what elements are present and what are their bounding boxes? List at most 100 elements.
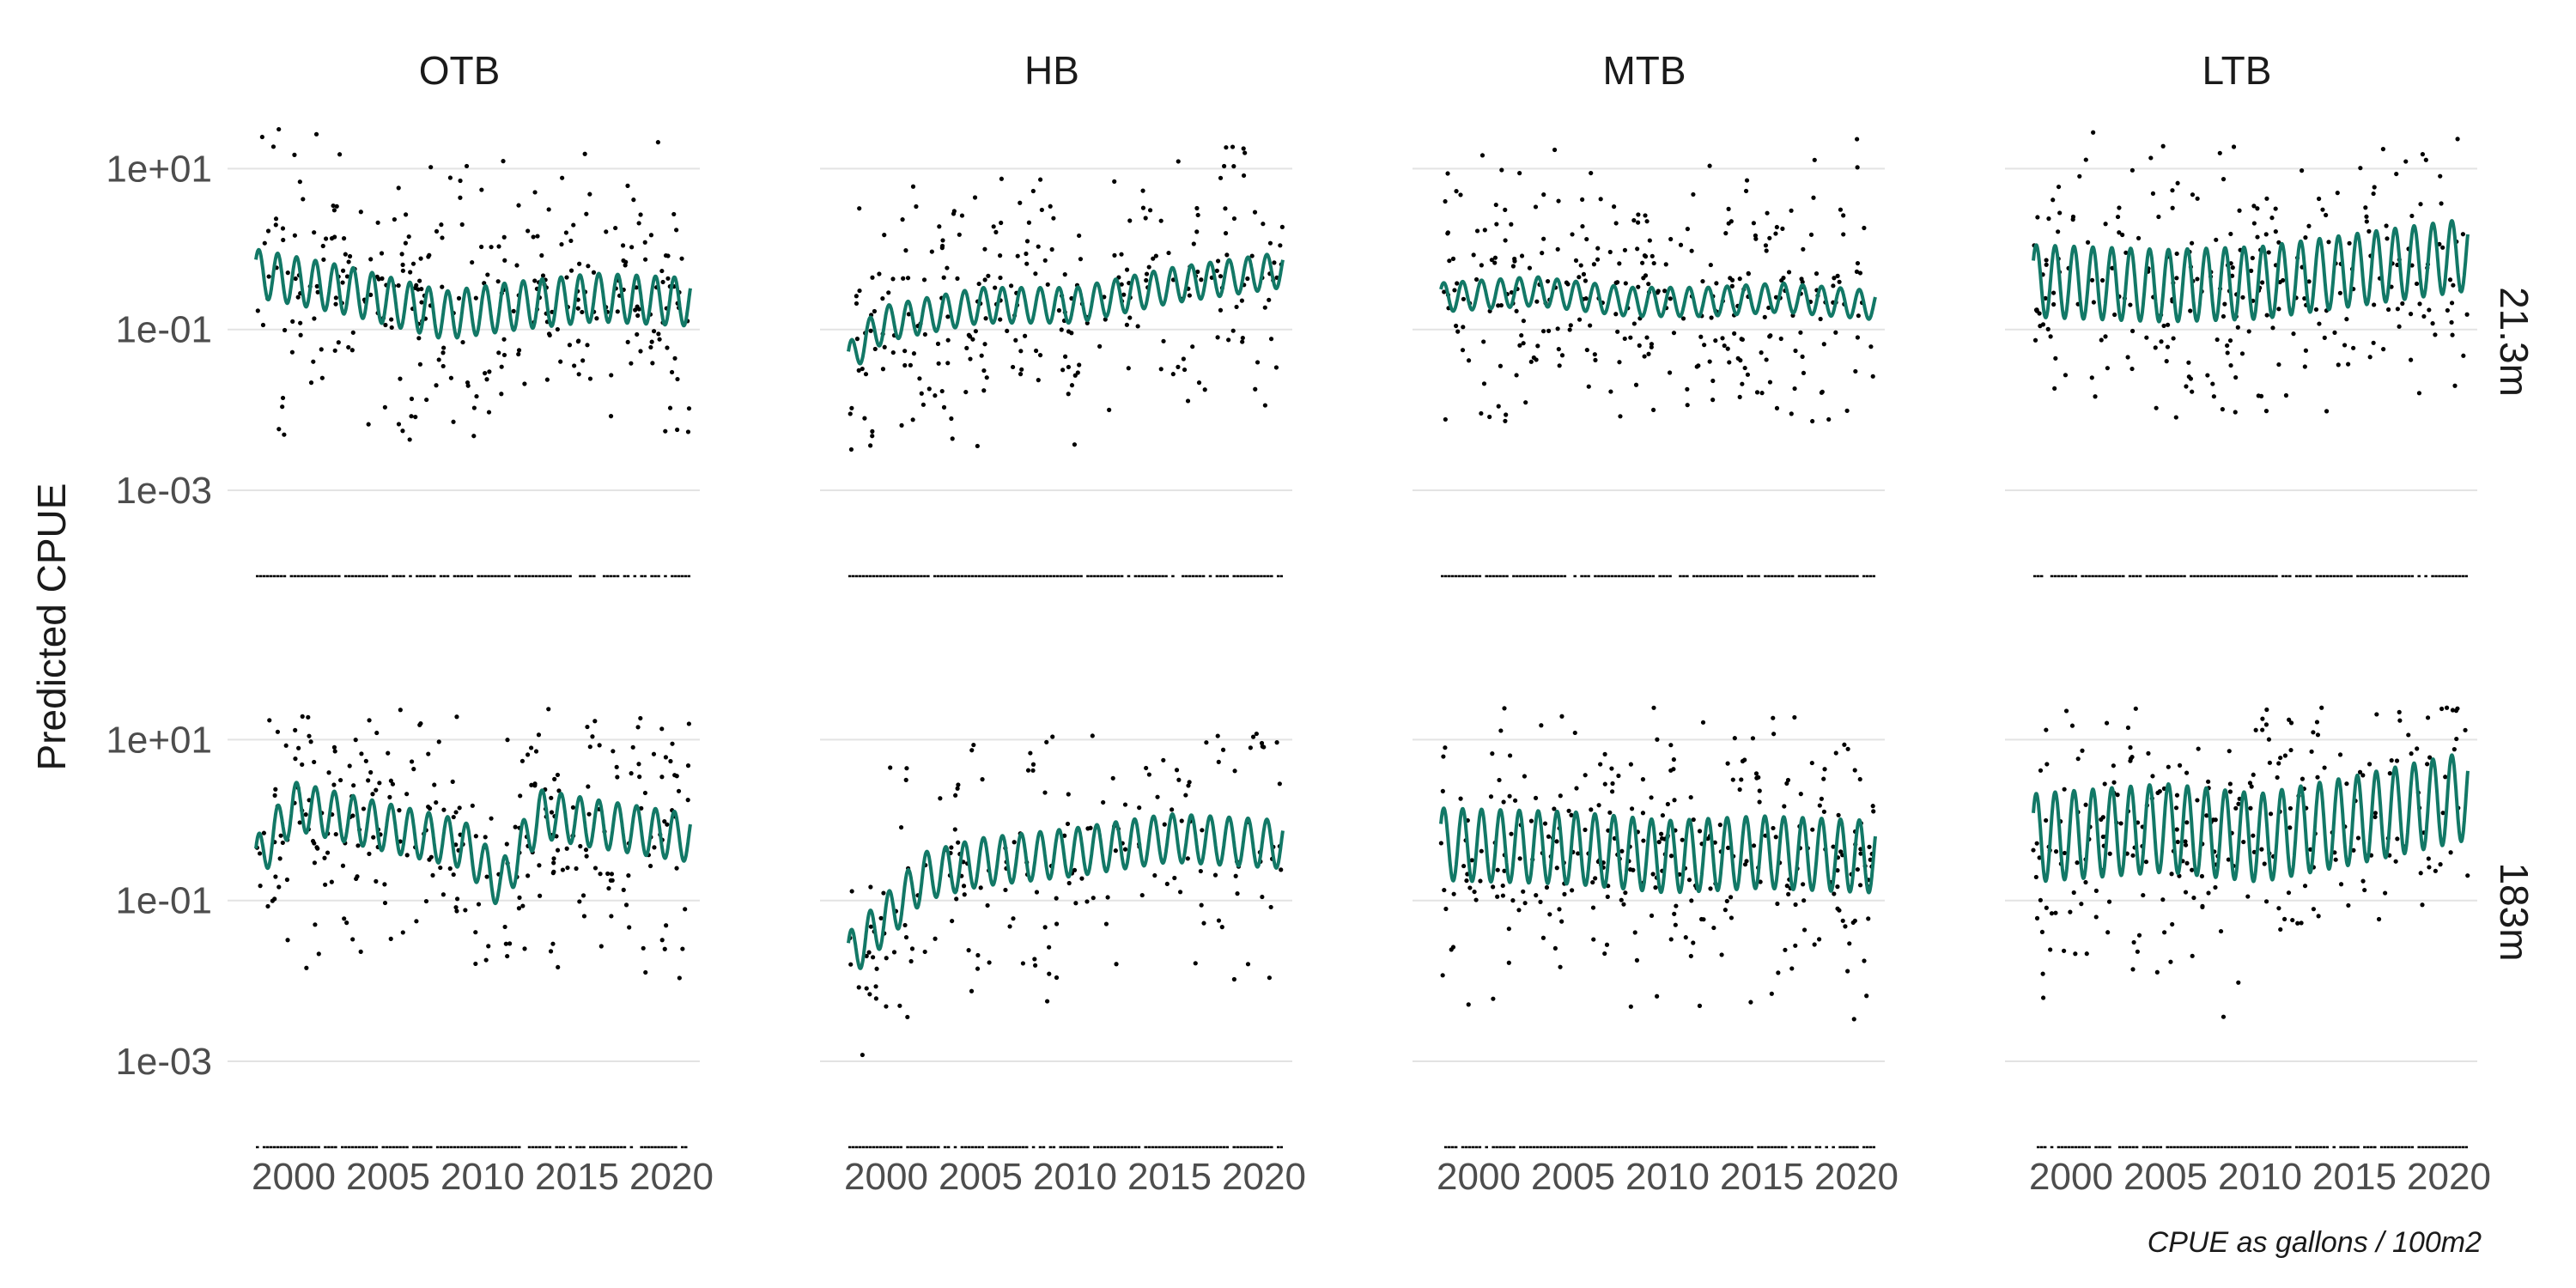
data-point — [1478, 878, 1483, 884]
data-point — [2225, 343, 2230, 349]
data-point — [374, 730, 380, 736]
data-point — [1500, 893, 1506, 898]
data-point — [374, 878, 379, 884]
data-point — [1443, 198, 1448, 204]
data-point — [1101, 799, 1106, 805]
data-point — [956, 840, 961, 845]
data-point — [1215, 733, 1220, 738]
data-point — [392, 216, 397, 222]
data-point — [2150, 774, 2155, 779]
data-point — [450, 779, 455, 784]
data-point — [1230, 144, 1236, 149]
data-point — [674, 866, 679, 871]
data-point — [297, 179, 302, 185]
data-point — [390, 781, 396, 787]
data-point — [1559, 353, 1565, 358]
data-point — [1767, 334, 1772, 339]
data-point — [874, 966, 879, 971]
data-point — [366, 422, 371, 427]
data-point — [470, 803, 475, 808]
data-point — [969, 988, 975, 993]
data-point — [507, 941, 513, 946]
data-point — [2105, 366, 2110, 371]
data-point — [567, 343, 573, 348]
data-point — [1059, 327, 1064, 332]
data-point — [1467, 885, 1473, 890]
data-point — [636, 221, 641, 226]
data-point — [1717, 823, 1722, 828]
data-point — [2227, 749, 2232, 754]
data-point — [945, 361, 951, 366]
data-point — [902, 922, 908, 928]
data-point — [1773, 835, 1778, 840]
data-point — [380, 276, 385, 281]
data-point — [434, 799, 439, 805]
data-point — [2451, 747, 2457, 752]
data-point — [1231, 976, 1236, 982]
data-point — [643, 257, 648, 262]
data-point — [1124, 267, 1130, 272]
data-point — [1819, 390, 1825, 395]
data-point — [526, 228, 531, 234]
data-point — [1557, 363, 1562, 368]
data-point — [1191, 241, 1196, 246]
data-point — [2299, 920, 2304, 926]
facet-mtb-183m: 2000 2005 2010 2015 2020 — [1413, 705, 1899, 1198]
data-point — [1199, 902, 1204, 908]
data-point — [2190, 192, 2196, 197]
data-point — [586, 264, 591, 269]
data-point — [1085, 826, 1091, 831]
data-point — [321, 257, 326, 262]
data-point — [1793, 348, 1798, 354]
data-point — [2032, 337, 2038, 343]
data-point — [1612, 204, 1617, 210]
data-point — [2077, 173, 2082, 179]
data-point — [2303, 235, 2308, 240]
data-point — [1226, 337, 1231, 343]
data-point — [2131, 939, 2136, 945]
data-point — [1277, 781, 1282, 787]
data-point — [1039, 207, 1044, 213]
data-point — [1737, 276, 1742, 282]
data-point — [1122, 847, 1128, 852]
data-point — [1668, 937, 1674, 942]
data-point — [941, 275, 946, 280]
data-point — [2068, 909, 2073, 914]
data-point — [1640, 777, 1646, 782]
data-point — [2460, 232, 2466, 237]
y-tick-label: 1e-01 — [115, 309, 212, 351]
data-point — [675, 376, 680, 382]
data-point — [2306, 223, 2312, 228]
data-point — [409, 414, 414, 419]
data-point — [2461, 353, 2466, 358]
data-point — [1140, 188, 1145, 193]
data-point — [969, 748, 975, 753]
data-point — [2418, 202, 2423, 207]
data-point — [2154, 405, 2159, 410]
data-point — [1506, 960, 1511, 965]
data-point — [1800, 354, 1805, 359]
data-point — [1870, 374, 1875, 379]
data-point — [1680, 837, 1685, 842]
x-tick-label: 2020 — [629, 1156, 714, 1198]
data-point — [1455, 281, 1460, 286]
data-point — [312, 230, 317, 235]
data-point — [635, 313, 641, 319]
data-point — [1729, 283, 1735, 289]
data-point — [2364, 219, 2369, 224]
data-point — [1028, 750, 1033, 756]
data-point — [1740, 758, 1746, 764]
data-point — [297, 820, 302, 825]
data-point — [1452, 288, 1457, 293]
data-point — [1584, 347, 1589, 353]
data-point — [1127, 315, 1133, 320]
data-point — [313, 922, 318, 927]
data-point — [1857, 883, 1863, 888]
data-point — [2143, 860, 2149, 865]
data-point — [983, 316, 988, 321]
data-point — [1445, 171, 1450, 176]
data-point — [272, 793, 277, 798]
data-point — [2246, 329, 2251, 334]
data-point — [609, 872, 615, 877]
